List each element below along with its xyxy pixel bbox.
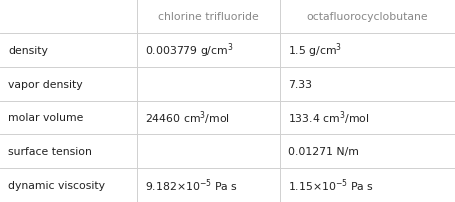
Text: density: density — [8, 45, 48, 56]
Text: 24460 cm$^3$/mol: 24460 cm$^3$/mol — [145, 109, 229, 127]
Text: dynamic viscosity: dynamic viscosity — [8, 180, 105, 190]
Text: molar volume: molar volume — [8, 113, 84, 123]
Text: $1.15{\times}10^{-5}$ Pa s: $1.15{\times}10^{-5}$ Pa s — [288, 177, 374, 194]
Text: 0.003779 g/cm$^3$: 0.003779 g/cm$^3$ — [145, 41, 233, 60]
Text: vapor density: vapor density — [8, 79, 83, 89]
Text: 7.33: 7.33 — [288, 79, 312, 89]
Text: chlorine trifluoride: chlorine trifluoride — [158, 12, 258, 22]
Text: 1.5 g/cm$^3$: 1.5 g/cm$^3$ — [288, 41, 342, 60]
Text: 0.01271 N/m: 0.01271 N/m — [288, 146, 359, 157]
Text: $9.182{\times}10^{-5}$ Pa s: $9.182{\times}10^{-5}$ Pa s — [145, 177, 238, 194]
Text: surface tension: surface tension — [8, 146, 92, 157]
Text: octafluorocyclobutane: octafluorocyclobutane — [307, 12, 428, 22]
Text: 133.4 cm$^3$/mol: 133.4 cm$^3$/mol — [288, 109, 369, 127]
